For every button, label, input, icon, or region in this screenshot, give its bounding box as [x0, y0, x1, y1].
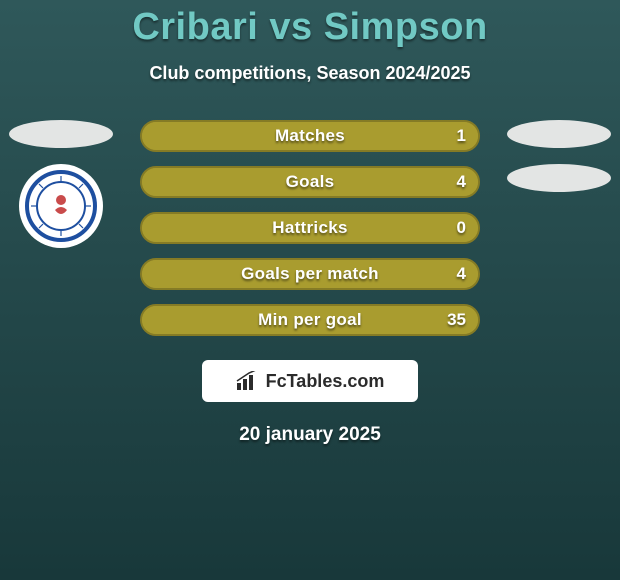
- stat-label: Min per goal: [142, 306, 478, 334]
- stat-right-value: 4: [457, 260, 466, 288]
- watermark[interactable]: FcTables.com: [202, 360, 418, 402]
- stat-label: Goals per match: [142, 260, 478, 288]
- stat-row: Hattricks0: [140, 212, 480, 244]
- player-right-column: [504, 120, 614, 192]
- subtitle: Club competitions, Season 2024/2025: [0, 63, 620, 84]
- comparison-card: Cribari vs Simpson Club competitions, Se…: [0, 0, 620, 580]
- stat-right-value: 0: [457, 214, 466, 242]
- player-right-club-placeholder: [507, 164, 611, 192]
- comparison-stage: Matches1Goals4Hattricks0Goals per match4…: [0, 120, 620, 336]
- date-label: 20 january 2025: [0, 424, 620, 446]
- player-right-avatar-placeholder: [507, 120, 611, 148]
- stat-row: Goals per match4: [140, 258, 480, 290]
- stat-right-value: 35: [447, 306, 466, 334]
- stat-right-value: 4: [457, 168, 466, 196]
- stats-bars: Matches1Goals4Hattricks0Goals per match4…: [140, 120, 480, 336]
- stat-row: Goals4: [140, 166, 480, 198]
- player-left-column: [6, 120, 116, 248]
- stat-label: Matches: [142, 122, 478, 150]
- player-left-avatar-placeholder: [9, 120, 113, 148]
- stat-row: Min per goal35: [140, 304, 480, 336]
- page-title: Cribari vs Simpson: [0, 6, 620, 49]
- watermark-text: FcTables.com: [266, 371, 385, 392]
- stat-right-value: 1: [457, 122, 466, 150]
- stat-label: Hattricks: [142, 214, 478, 242]
- stat-row: Matches1: [140, 120, 480, 152]
- player-left-club-badge: [19, 164, 103, 248]
- chart-icon: [236, 371, 260, 391]
- stat-label: Goals: [142, 168, 478, 196]
- club-badge-icon: [25, 170, 97, 242]
